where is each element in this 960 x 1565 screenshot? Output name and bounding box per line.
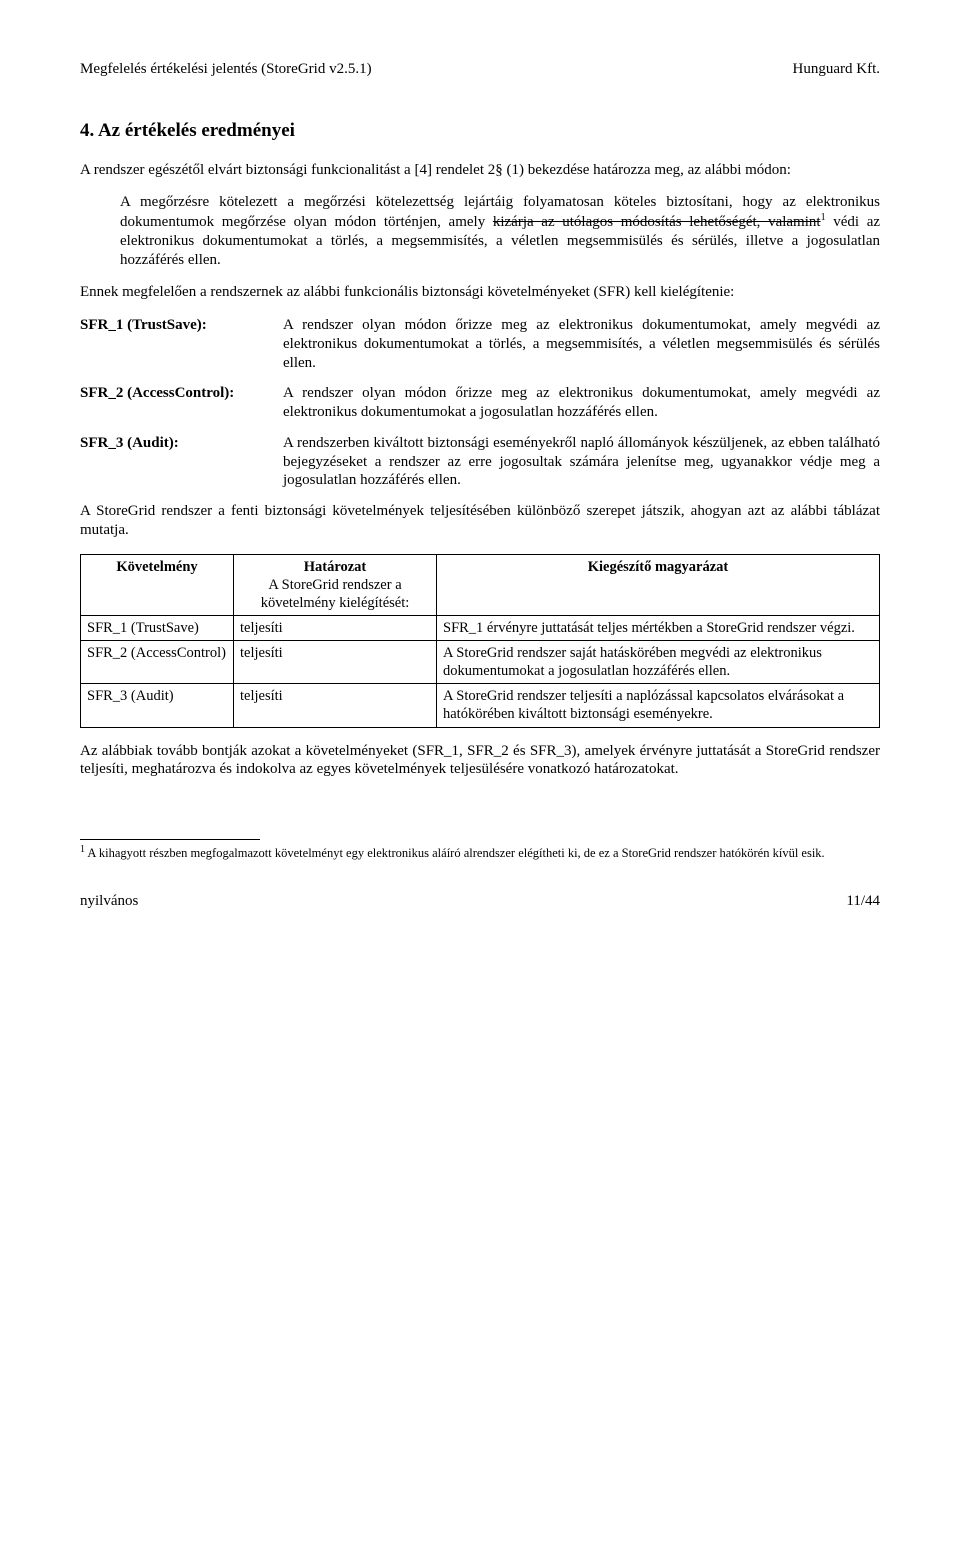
paragraph-sfr-intro: Ennek megfelelően a rendszernek az alább… (80, 283, 880, 302)
table-header-requirement: Követelmény (81, 554, 234, 615)
paragraph-followup: Az alábbiak tovább bontják azokat a köve… (80, 742, 880, 780)
sfr-block-1: SFR_1 (TrustSave): A rendszer olyan módo… (80, 316, 880, 372)
sfr-block-2: SFR_2 (AccessControl): A rendszer olyan … (80, 384, 880, 422)
sfr-label: SFR_2 (AccessControl): (80, 384, 283, 422)
table-row: SFR_1 (TrustSave) teljesíti SFR_1 érvény… (81, 615, 880, 640)
footnote-separator (80, 839, 260, 840)
table-header-explanation: Kiegészítő magyarázat (437, 554, 880, 615)
th-text: Kiegészítő magyarázat (588, 559, 729, 575)
table-cell: teljesíti (234, 615, 437, 640)
paragraph-table-intro: A StoreGrid rendszer a fenti biztonsági … (80, 502, 880, 540)
th-text: Követelmény (116, 559, 197, 575)
th-subtext: A StoreGrid rendszer a követelmény kielé… (261, 577, 410, 611)
table-cell: teljesíti (234, 684, 437, 727)
table-cell: SFR_3 (Audit) (81, 684, 234, 727)
page-header: Megfelelés értékelési jelentés (StoreGri… (80, 60, 880, 79)
footnote-text: A kihagyott részben megfogalmazott követ… (85, 846, 825, 860)
sfr-block-3: SFR_3 (Audit): A rendszerben kiváltott b… (80, 434, 880, 490)
paragraph-quote: A megőrzésre kötelezett a megőrzési köte… (120, 193, 880, 269)
section-title: 4. Az értékelés eredményei (80, 119, 880, 143)
table-row: SFR_3 (Audit) teljesíti A StoreGrid rend… (81, 684, 880, 727)
sfr-text: A rendszerben kiváltott biztonsági esemé… (283, 434, 880, 490)
header-right: Hunguard Kft. (793, 60, 880, 79)
header-left: Megfelelés értékelési jelentés (StoreGri… (80, 60, 372, 79)
sfr-label: SFR_3 (Audit): (80, 434, 283, 490)
footer-right: 11/44 (846, 892, 880, 911)
sfr-label: SFR_1 (TrustSave): (80, 316, 283, 372)
sfr-text: A rendszer olyan módon őrizze meg az ele… (283, 384, 880, 422)
paragraph-intro: A rendszer egészétől elvárt biztonsági f… (80, 161, 880, 180)
footer-left: nyilvános (80, 892, 138, 911)
page-footer: nyilvános 11/44 (80, 892, 880, 911)
table-row: SFR_2 (AccessControl) teljesíti A StoreG… (81, 641, 880, 684)
table-cell: SFR_2 (AccessControl) (81, 641, 234, 684)
requirements-table: Követelmény Határozat A StoreGrid rendsz… (80, 554, 880, 728)
table-cell: SFR_1 (TrustSave) (81, 615, 234, 640)
table-cell: SFR_1 érvényre juttatását teljes mértékb… (437, 615, 880, 640)
table-header-decision: Határozat A StoreGrid rendszer a követel… (234, 554, 437, 615)
th-text: Határozat (304, 559, 367, 575)
footnote: 1 A kihagyott részben megfogalmazott köv… (80, 844, 880, 862)
table-header-row: Követelmény Határozat A StoreGrid rendsz… (81, 554, 880, 615)
table-cell: teljesíti (234, 641, 437, 684)
table-cell: A StoreGrid rendszer teljesíti a naplózá… (437, 684, 880, 727)
sfr-text: A rendszer olyan módon őrizze meg az ele… (283, 316, 880, 372)
table-cell: A StoreGrid rendszer saját hatáskörében … (437, 641, 880, 684)
quote-strike: kizárja az utólagos módosítás lehetőségé… (493, 214, 821, 230)
